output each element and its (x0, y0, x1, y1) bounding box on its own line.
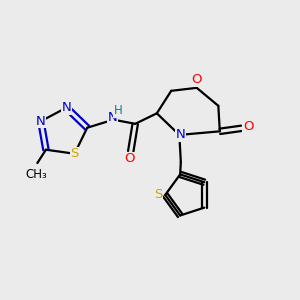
Text: CH₃: CH₃ (25, 168, 47, 181)
Text: N: N (107, 111, 117, 124)
Text: N: N (176, 128, 186, 141)
Text: N: N (176, 128, 186, 141)
Text: H: H (114, 104, 122, 117)
Text: O: O (191, 73, 202, 86)
Text: N: N (36, 115, 46, 128)
Text: O: O (124, 152, 134, 165)
Text: O: O (243, 120, 253, 133)
Text: N: N (61, 101, 71, 114)
Text: N: N (61, 101, 71, 114)
Text: N: N (36, 115, 46, 128)
Text: O: O (191, 73, 202, 86)
Text: S: S (154, 188, 163, 201)
Text: O: O (243, 120, 253, 133)
Text: CH₃: CH₃ (25, 168, 47, 181)
Text: O: O (124, 152, 134, 165)
Text: S: S (70, 147, 79, 160)
Text: S: S (70, 147, 79, 160)
Text: S: S (154, 188, 163, 201)
Text: H: H (114, 104, 122, 117)
Text: N: N (107, 111, 117, 124)
